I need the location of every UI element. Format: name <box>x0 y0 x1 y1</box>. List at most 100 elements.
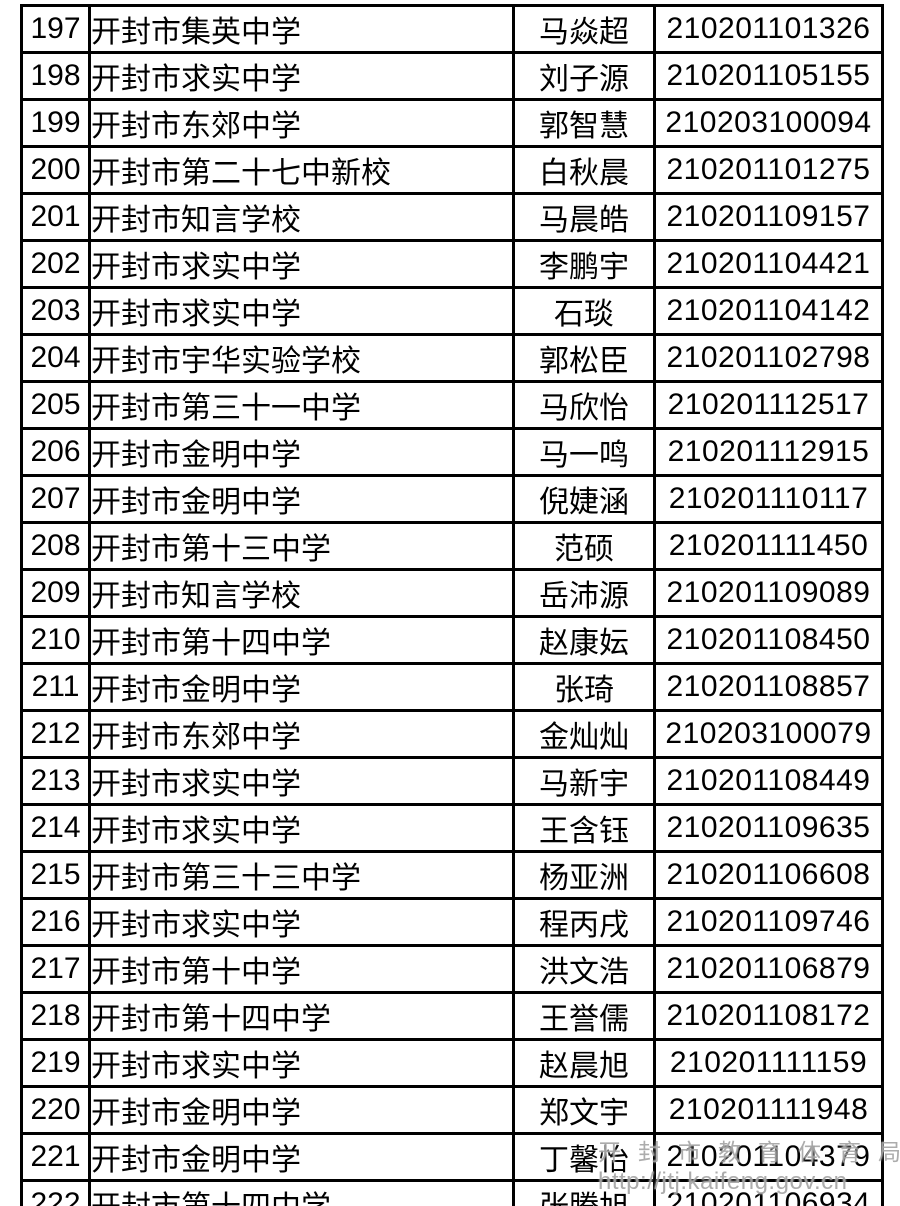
school-cell: 开封市求实中学 <box>88 1038 515 1088</box>
table-row: 222开封市第十四中学张腾旭210201106934 <box>20 1179 884 1206</box>
row-number-cell: 215 <box>20 850 91 900</box>
school-cell: 开封市第三十一中学 <box>88 380 515 430</box>
table-row: 221 开封市金明中学 丁馨怡 210201104379 <box>20 1132 884 1182</box>
student-roster-table: 197 开封市集英中学 马焱超 210201101326 198 开封市求实中学 刘子源 21… <box>20 4 884 1206</box>
table-row: 210 开封市第十四中学 赵康妘 210201108450 <box>20 615 884 665</box>
exam-id-cell: 210201104421 <box>653 239 884 289</box>
name-cell: 郑文宇 <box>512 1085 656 1135</box>
exam-id-cell: 210201108172 <box>653 991 884 1041</box>
name-cell: 王誉儒 <box>512 991 656 1041</box>
table-row: 207 开封市金明中学 倪婕涵 210201110117 <box>20 474 884 524</box>
school-cell: 开封市第二十七中新校 <box>88 145 515 195</box>
school-cell: 开封市求实中学 <box>88 51 515 101</box>
row-number-cell: 213 <box>20 756 91 806</box>
exam-id-cell: 210201106608 <box>653 850 884 900</box>
row-number-cell: 206 <box>20 427 91 477</box>
school-cell: 开封市第三十三中学 <box>88 850 515 900</box>
school-cell: 开封市金明中学 <box>88 427 515 477</box>
exam-id-cell: 210201101326 <box>653 4 884 54</box>
name-cell: 马晨皓 <box>512 192 656 242</box>
exam-id-cell: 210201108450 <box>653 615 884 665</box>
name-cell: 白秋晨 <box>512 145 656 195</box>
row-number-cell: 219 <box>20 1038 91 1088</box>
table-row: 198 开封市求实中学 刘子源 210201105155 <box>20 51 884 101</box>
name-cell: 程丙戌 <box>512 897 656 947</box>
exam-id-cell: 210201111159 <box>653 1038 884 1088</box>
exam-id-cell: 210203100094 <box>653 98 884 148</box>
table-row: 211 开封市金明中学 张琦 210201108857 <box>20 662 884 712</box>
row-number-cell: 200 <box>20 145 91 195</box>
row-number-cell: 222 <box>20 1179 91 1206</box>
name-cell: 张琦 <box>512 662 656 712</box>
table-row: 200 开封市第二十七中新校 白秋晨 210201101275 <box>20 145 884 195</box>
school-cell: 开封市金明中学 <box>88 662 515 712</box>
roster-body: 197 开封市集英中学 马焱超 210201101326 198 开封市求实中学 刘子源 21… <box>20 4 884 1206</box>
exam-id-cell: 210203100079 <box>653 709 884 759</box>
exam-id-cell: 210201112517 <box>653 380 884 430</box>
table-row: 206 开封市金明中学 马一鸣 210201112915 <box>20 427 884 477</box>
row-number-cell: 198 <box>20 51 91 101</box>
school-cell: 开封市金明中学 <box>88 1085 515 1135</box>
school-cell: 开封市东郊中学 <box>88 709 515 759</box>
table-row: 219 开封市求实中学 赵晨旭 210201111159 <box>20 1038 884 1088</box>
table-row: 216 开封市求实中学 程丙戌 210201109746 <box>20 897 884 947</box>
name-cell: 赵晨旭 <box>512 1038 656 1088</box>
table-row: 212 开封市东郊中学 金灿灿 210203100079 <box>20 709 884 759</box>
school-cell: 开封市知言学校 <box>88 568 515 618</box>
row-number-cell: 209 <box>20 568 91 618</box>
school-cell: 开封市集英中学 <box>88 4 515 54</box>
table-row: 214 开封市求实中学 王含钰 210201109635 <box>20 803 884 853</box>
school-cell: 开封市第十中学 <box>88 944 515 994</box>
exam-id-cell: 210201110117 <box>653 474 884 524</box>
exam-id-cell: 210201108449 <box>653 756 884 806</box>
exam-id-cell: 210201111450 <box>653 521 884 571</box>
row-number-cell: 199 <box>20 98 91 148</box>
name-cell: 洪文浩 <box>512 944 656 994</box>
table-row: 204 开封市宇华实验学校 郭松臣 210201102798 <box>20 333 884 383</box>
row-number-cell: 214 <box>20 803 91 853</box>
name-cell: 郭松臣 <box>512 333 656 383</box>
row-number-cell: 205 <box>20 380 91 430</box>
school-cell: 开封市第十四中学 <box>88 991 515 1041</box>
row-number-cell: 207 <box>20 474 91 524</box>
row-number-cell: 220 <box>20 1085 91 1135</box>
name-cell: 李鹏宇 <box>512 239 656 289</box>
name-cell: 马一鸣 <box>512 427 656 477</box>
table-row: 202 开封市求实中学 李鹏宇 210201104421 <box>20 239 884 289</box>
school-cell: 开封市第十三中学 <box>88 521 515 571</box>
exam-id-cell: 210201104379 <box>653 1132 884 1182</box>
table-row: 208 开封市第十三中学 范硕 210201111450 <box>20 521 884 571</box>
school-cell: 开封市宇华实验学校 <box>88 333 515 383</box>
table-row: 209 开封市知言学校 岳沛源 210201109089 <box>20 568 884 618</box>
exam-id-cell: 210201106934 <box>653 1179 884 1206</box>
table-row: 201 开封市知言学校 马晨皓 210201109157 <box>20 192 884 242</box>
table-row: 213 开封市求实中学 马新宇 210201108449 <box>20 756 884 806</box>
exam-id-cell: 210201104142 <box>653 286 884 336</box>
table-row: 215 开封市第三十三中学 杨亚洲 210201106608 <box>20 850 884 900</box>
row-number-cell: 216 <box>20 897 91 947</box>
row-number-cell: 211 <box>20 662 91 712</box>
name-cell: 丁馨怡 <box>512 1132 656 1182</box>
row-number-cell: 221 <box>20 1132 91 1182</box>
name-cell: 郭智慧 <box>512 98 656 148</box>
name-cell: 杨亚洲 <box>512 850 656 900</box>
table-row: 220 开封市金明中学 郑文宇 210201111948 <box>20 1085 884 1135</box>
row-number-cell: 202 <box>20 239 91 289</box>
exam-id-cell: 210201112915 <box>653 427 884 477</box>
name-cell: 马新宇 <box>512 756 656 806</box>
exam-id-cell: 210201101275 <box>653 145 884 195</box>
name-cell: 岳沛源 <box>512 568 656 618</box>
name-cell: 王含钰 <box>512 803 656 853</box>
name-cell: 倪婕涵 <box>512 474 656 524</box>
row-number-cell: 208 <box>20 521 91 571</box>
table-row: 217 开封市第十中学 洪文浩 210201106879 <box>20 944 884 994</box>
school-cell: 开封市求实中学 <box>88 803 515 853</box>
school-cell: 开封市第十四中学 <box>88 615 515 665</box>
exam-id-cell: 210201109635 <box>653 803 884 853</box>
row-number-cell: 203 <box>20 286 91 336</box>
school-cell: 开封市求实中学 <box>88 756 515 806</box>
table-row: 199 开封市东郊中学 郭智慧 210203100094 <box>20 98 884 148</box>
row-number-cell: 201 <box>20 192 91 242</box>
school-cell: 开封市金明中学 <box>88 474 515 524</box>
